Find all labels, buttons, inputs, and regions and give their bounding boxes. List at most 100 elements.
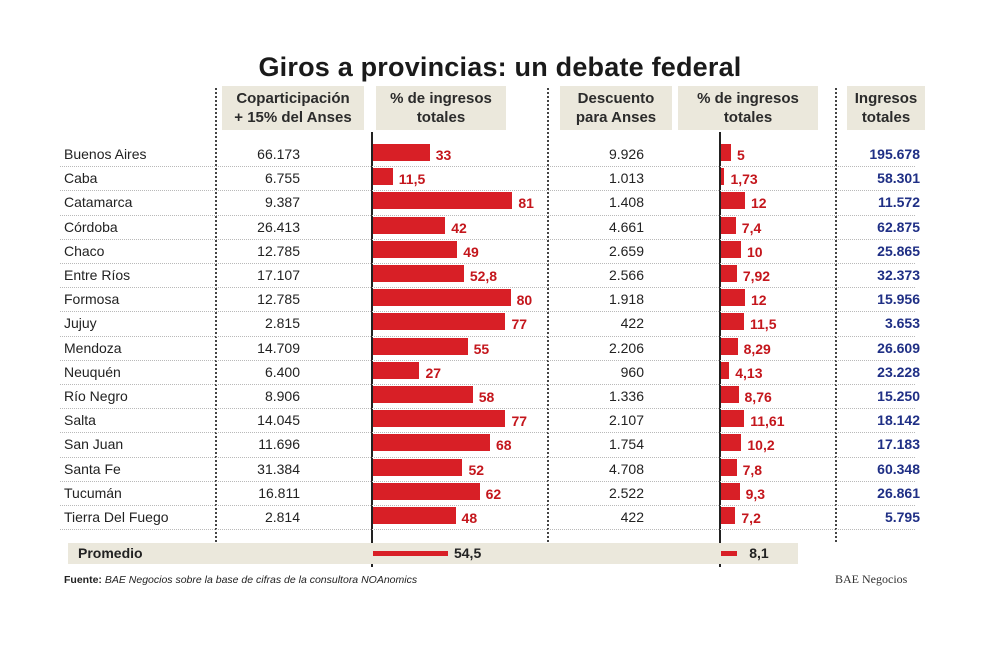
descuento-value: 1.336 [608, 388, 644, 404]
row-divider [60, 238, 915, 240]
ingresos-value: 26.609 [877, 339, 920, 356]
bar-pct-copart [373, 337, 468, 355]
bar-pct-copart [373, 434, 490, 452]
ingresos-value: 23.228 [877, 363, 920, 380]
descuento-value: 2.107 [608, 412, 644, 429]
label-pct-desc: 11,5 [750, 316, 777, 333]
ingresos-value: 25.865 [877, 242, 920, 259]
label-pct-copart: 52,8 [469, 268, 498, 284]
descuento-value: 1.918 [608, 291, 644, 308]
province-name: Chaco [64, 242, 105, 259]
bar-promedio-desc [721, 551, 738, 556]
label-promedio-copart: 54,5 [453, 545, 482, 561]
bar-pct-copart [373, 289, 511, 307]
chart-title: Giros a provincias: un debate federal [258, 52, 742, 82]
copart-value: 16.811 [258, 484, 300, 501]
label-pct-copart: 52 [468, 461, 485, 478]
copart-value: 66.173 [257, 146, 300, 162]
province-name: Neuquén [64, 363, 121, 380]
ingresos-value: 32.373 [877, 267, 920, 283]
descuento-value: 2.206 [608, 339, 644, 356]
promedio-label: Promedio [78, 545, 143, 561]
province-name: Buenos Aires [64, 146, 147, 162]
label-pct-copart: 81 [518, 195, 534, 212]
header-pct-desc: % de ingresos totales [678, 86, 818, 130]
label-pct-desc: 7,2 [741, 510, 761, 526]
province-name: Jujuy [64, 315, 97, 332]
bar-pct-copart [373, 410, 506, 428]
bar-pct-desc [721, 337, 738, 355]
label-pct-desc: 10,2 [747, 437, 775, 454]
axis-pct-desc [719, 132, 721, 567]
header-pct-copart: % de ingresos totales [376, 86, 506, 130]
bar-pct-desc [721, 192, 745, 210]
bar-pct-desc [721, 313, 744, 331]
copart-value: 12.785 [257, 291, 300, 308]
descuento-value: 1.408 [608, 194, 644, 211]
ingresos-value: 60.348 [877, 460, 920, 477]
label-pct-desc: 7,8 [742, 461, 763, 478]
label-pct-desc: 9,3 [745, 485, 766, 502]
bar-pct-desc [721, 240, 741, 258]
label-pct-copart: 42 [451, 219, 467, 236]
separator-left [215, 88, 217, 542]
label-pct-copart: 49 [463, 243, 479, 260]
bar-pct-copart [373, 168, 393, 186]
bar-pct-desc [721, 482, 740, 500]
row-divider [60, 408, 915, 410]
label-pct-desc: 11,61 [750, 413, 785, 430]
label-pct-desc: 7,4 [741, 219, 762, 236]
ingresos-value: 195.678 [869, 146, 920, 162]
bar-pct-copart [373, 240, 458, 258]
label-pct-copart: 68 [495, 437, 512, 454]
label-pct-desc: 1,73 [730, 171, 758, 188]
row-divider [60, 505, 915, 506]
label-pct-copart: 11,5 [398, 171, 426, 188]
province-name: Santa Fe [64, 460, 121, 477]
bar-pct-copart [373, 458, 463, 476]
bar-pct-copart [373, 265, 464, 282]
label-pct-desc: 12 [751, 195, 767, 212]
label-promedio-desc: 8,1 [749, 545, 769, 561]
bar-pct-desc [721, 507, 736, 524]
descuento-value: 1.013 [608, 170, 644, 187]
province-name: Tierra Del Fuego [64, 509, 169, 525]
bar-pct-desc [721, 434, 742, 452]
row-divider [60, 480, 915, 482]
row-divider [60, 263, 915, 264]
copart-value: 11.696 [258, 436, 300, 453]
bar-pct-copart [373, 482, 480, 500]
source-text: BAE Negocios sobre la base de cifras de … [104, 574, 418, 586]
bar-pct-copart [373, 386, 473, 403]
descuento-value: 4.708 [608, 460, 644, 477]
ingresos-value: 5.795 [884, 509, 920, 525]
header-ingresos: Ingresos totales [847, 86, 925, 130]
bar-pct-copart [373, 507, 456, 524]
label-pct-desc: 8,29 [743, 340, 771, 357]
row-divider [60, 190, 915, 192]
bar-pct-copart [373, 361, 420, 379]
brand-mark: BAE Negocios [835, 572, 908, 586]
descuento-value: 422 [620, 315, 644, 332]
bar-pct-desc [721, 361, 730, 379]
label-pct-copart: 58 [478, 389, 495, 405]
separator-mid [547, 88, 549, 542]
label-pct-copart: 77 [511, 316, 528, 333]
copart-value: 14.709 [257, 339, 300, 356]
bar-pct-copart [373, 313, 506, 331]
ingresos-value: 11.572 [877, 194, 920, 211]
label-pct-desc: 5 [737, 147, 745, 163]
bar-pct-desc [721, 458, 737, 476]
bar-pct-copart [373, 192, 513, 210]
copart-value: 17.107 [257, 267, 300, 283]
bar-pct-desc [721, 144, 731, 161]
label-pct-copart: 80 [516, 292, 533, 309]
row-divider [60, 166, 915, 168]
row-divider [60, 384, 915, 385]
copart-value: 8.906 [264, 388, 300, 404]
label-pct-desc: 4,13 [735, 364, 763, 381]
label-pct-copart: 62 [485, 485, 502, 502]
row-divider [60, 432, 915, 434]
descuento-value: 2.659 [608, 242, 644, 259]
